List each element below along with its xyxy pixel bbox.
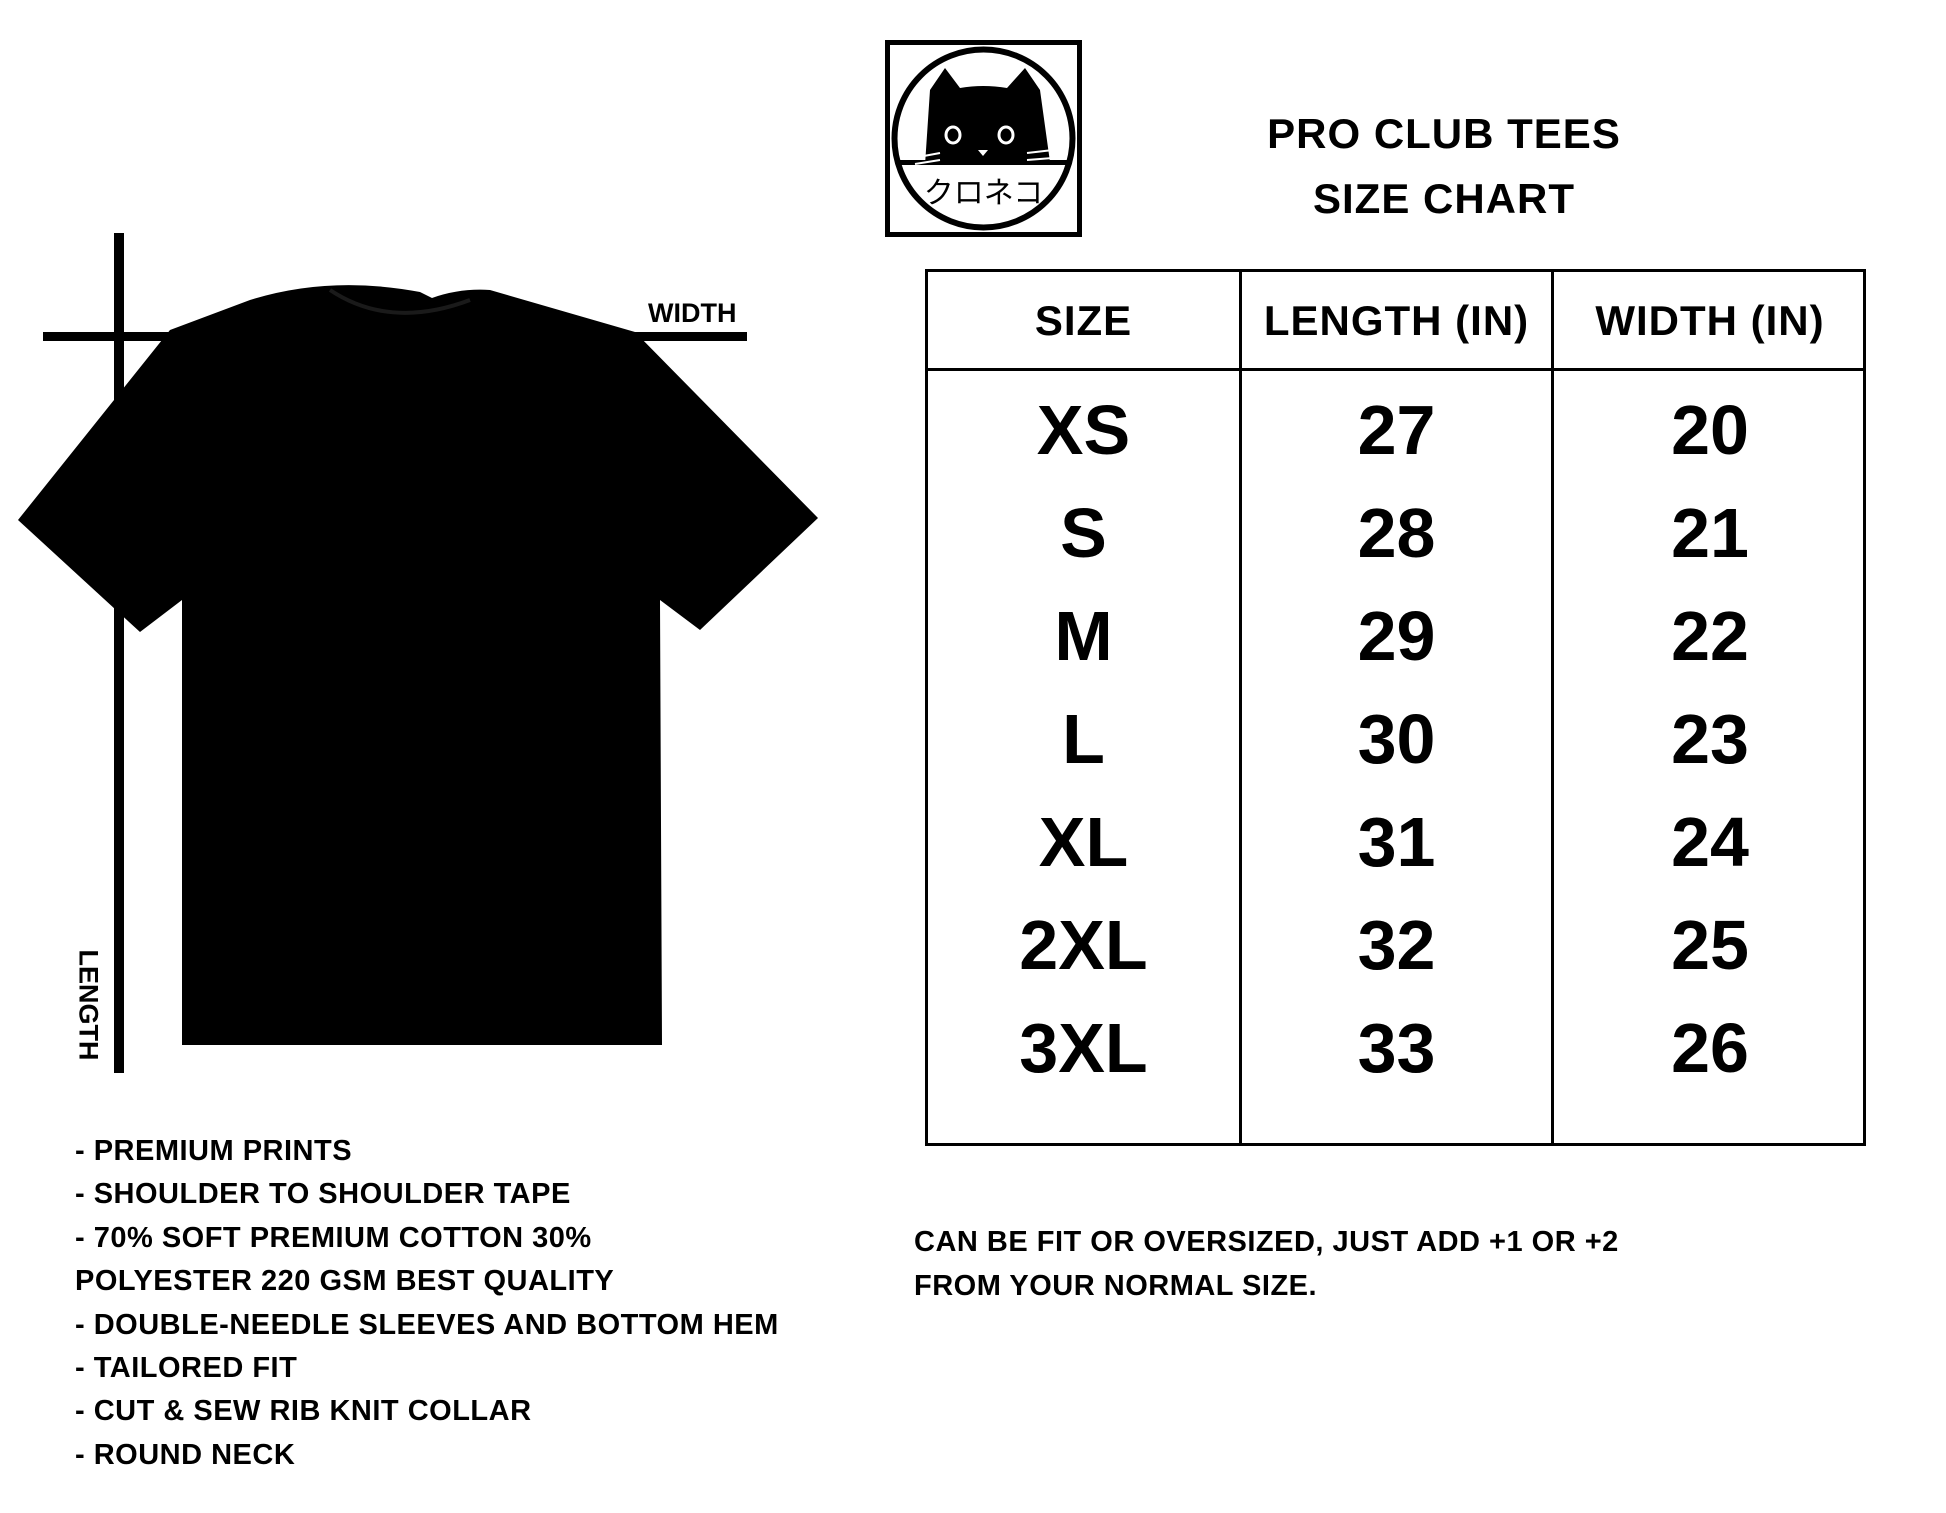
fit-note-line: CAN BE FIT OR OVERSIZED, JUST ADD +1 OR … bbox=[914, 1226, 1619, 1258]
black-cat-face-icon: クロネコ bbox=[885, 40, 1082, 237]
size-cell: 3XL bbox=[1019, 1009, 1148, 1087]
logo: クロネコ bbox=[885, 40, 1082, 237]
width-cell: 21 bbox=[1671, 494, 1749, 572]
header-width: WIDTH (IN) bbox=[1595, 297, 1825, 344]
title-line-1: PRO CLUB TEES bbox=[1267, 110, 1621, 157]
feature-item: - TAILORED FIT bbox=[75, 1352, 298, 1385]
feature-item: - ROUND NECK bbox=[75, 1438, 296, 1471]
feature-item: - SHOULDER TO SHOULDER TAPE bbox=[75, 1178, 571, 1211]
feature-item: - DOUBLE-NEEDLE SLEEVES AND BOTTOM HEM bbox=[75, 1308, 779, 1341]
size-cell: XS bbox=[1036, 391, 1131, 469]
width-cell: 22 bbox=[1671, 597, 1749, 675]
length-label: LENGTH bbox=[73, 949, 104, 1061]
feature-item: - PREMIUM PRINTS bbox=[75, 1135, 353, 1167]
width-cell: 26 bbox=[1671, 1009, 1749, 1087]
length-cell: 31 bbox=[1357, 803, 1436, 881]
fit-note: CAN BE FIT OR OVERSIZED, JUST ADD +1 OR … bbox=[914, 1220, 1619, 1308]
width-label: WIDTH bbox=[648, 298, 737, 328]
length-cell: 33 bbox=[1357, 1009, 1436, 1087]
size-cell: S bbox=[1060, 494, 1107, 572]
size-cell: M bbox=[1054, 597, 1113, 675]
length-line bbox=[114, 233, 124, 1073]
header-divider bbox=[928, 368, 1863, 371]
column-divider bbox=[1239, 272, 1242, 1143]
title-line-2: SIZE CHART bbox=[1313, 175, 1575, 222]
width-cell: 23 bbox=[1671, 700, 1749, 778]
size-cell: L bbox=[1062, 700, 1105, 778]
width-cell: 20 bbox=[1671, 391, 1749, 469]
width-cell: 24 bbox=[1671, 803, 1749, 881]
feature-item: POLYESTER 220 GSM BEST QUALITY bbox=[75, 1265, 615, 1298]
tshirt-icon bbox=[18, 285, 818, 1046]
length-cell: 27 bbox=[1357, 391, 1436, 469]
feature-item: - CUT & SEW RIB KNIT COLLAR bbox=[75, 1395, 532, 1428]
fit-note-line: FROM YOUR NORMAL SIZE. bbox=[914, 1270, 1318, 1302]
length-cell: 28 bbox=[1357, 494, 1436, 572]
width-cell: 25 bbox=[1671, 906, 1749, 984]
width-line bbox=[43, 332, 747, 341]
feature-list: - PREMIUM PRINTS - SHOULDER TO SHOULDER … bbox=[75, 1130, 779, 1477]
size-cell: XL bbox=[1038, 803, 1129, 881]
header-size: SIZE bbox=[1034, 297, 1133, 344]
logo-text: クロネコ bbox=[924, 176, 1043, 211]
tshirt-diagram bbox=[0, 220, 830, 1090]
size-chart-table: SIZE LENGTH (IN) WIDTH (IN) XS 27 20 S 28 21 M… bbox=[925, 269, 1866, 1146]
column-divider bbox=[1551, 272, 1554, 1143]
length-cell: 32 bbox=[1357, 906, 1436, 984]
feature-item: - 70% SOFT PREMIUM COTTON 30% bbox=[75, 1221, 592, 1254]
header-length: LENGTH (IN) bbox=[1263, 297, 1530, 344]
size-cell: 2XL bbox=[1019, 906, 1148, 984]
length-cell: 30 bbox=[1357, 700, 1436, 778]
length-cell: 29 bbox=[1357, 597, 1436, 675]
